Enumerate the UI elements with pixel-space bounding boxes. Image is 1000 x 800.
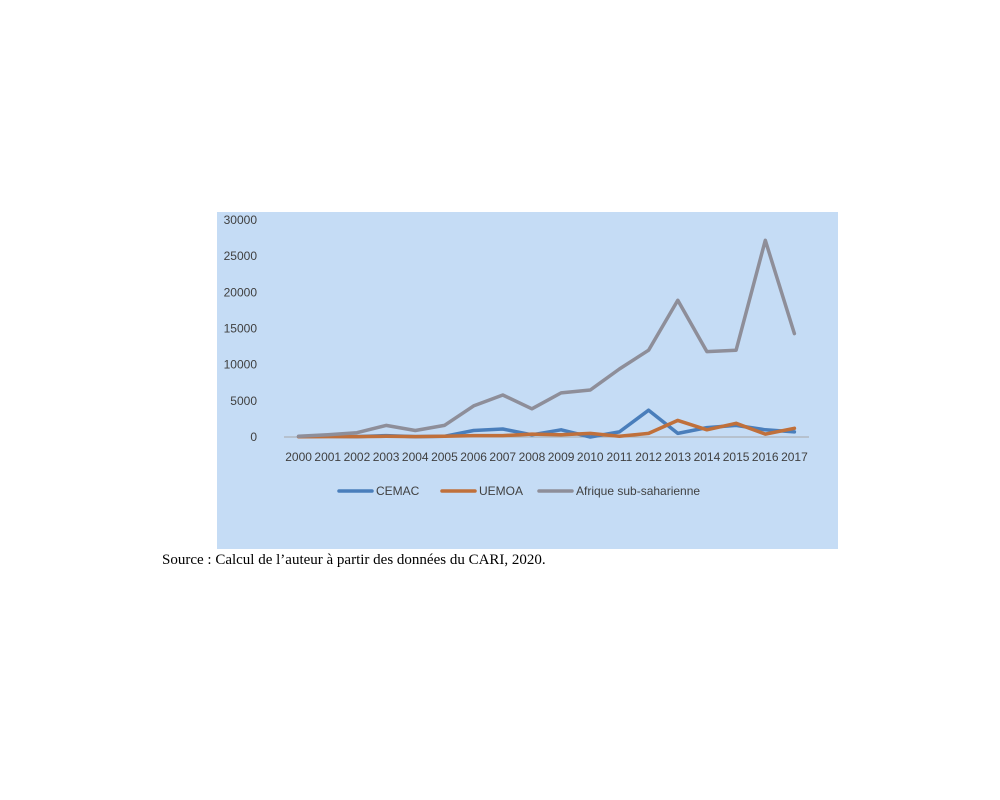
x-tick-label: 2015 <box>723 450 750 464</box>
legend-label: Afrique sub-saharienne <box>576 484 700 498</box>
series-line <box>296 238 797 439</box>
x-tick-label: 2005 <box>431 450 458 464</box>
source-caption: Source : Calcul de l’auteur à partir des… <box>162 552 546 568</box>
x-tick-label: 2003 <box>373 450 400 464</box>
y-tick-label: 30000 <box>224 213 258 227</box>
x-tick-label: 2014 <box>694 450 721 464</box>
x-tick-label: 2007 <box>489 450 516 464</box>
x-tick-label: 2000 <box>285 450 312 464</box>
x-tick-label: 2017 <box>781 450 808 464</box>
x-tick-label: 2016 <box>752 450 779 464</box>
x-tick-label: 2008 <box>519 450 546 464</box>
x-tick-label: 2013 <box>664 450 691 464</box>
legend-label: UEMOA <box>479 484 523 498</box>
legend-label: CEMAC <box>376 484 420 498</box>
y-tick-label: 20000 <box>224 285 258 299</box>
y-tick-label: 15000 <box>224 322 258 336</box>
x-tick-label: 2009 <box>548 450 575 464</box>
y-tick-label: 0 <box>250 430 257 444</box>
y-tick-label: 10000 <box>224 358 258 372</box>
x-tick-label: 2002 <box>344 450 371 464</box>
y-tick-label: 5000 <box>230 394 257 408</box>
chart-panel: 0 5000 10000 15000 20000 25000 30000 2000 2001 2… <box>217 212 838 549</box>
series-line <box>296 418 797 439</box>
y-tick-label: 25000 <box>224 249 258 263</box>
x-tick-label: 2004 <box>402 450 429 464</box>
x-tick-label: 2006 <box>460 450 487 464</box>
x-tick-label: 2010 <box>577 450 604 464</box>
x-tick-label: 2012 <box>635 450 662 464</box>
x-tick-label: 2001 <box>314 450 341 464</box>
x-tick-label: 2011 <box>607 450 633 464</box>
